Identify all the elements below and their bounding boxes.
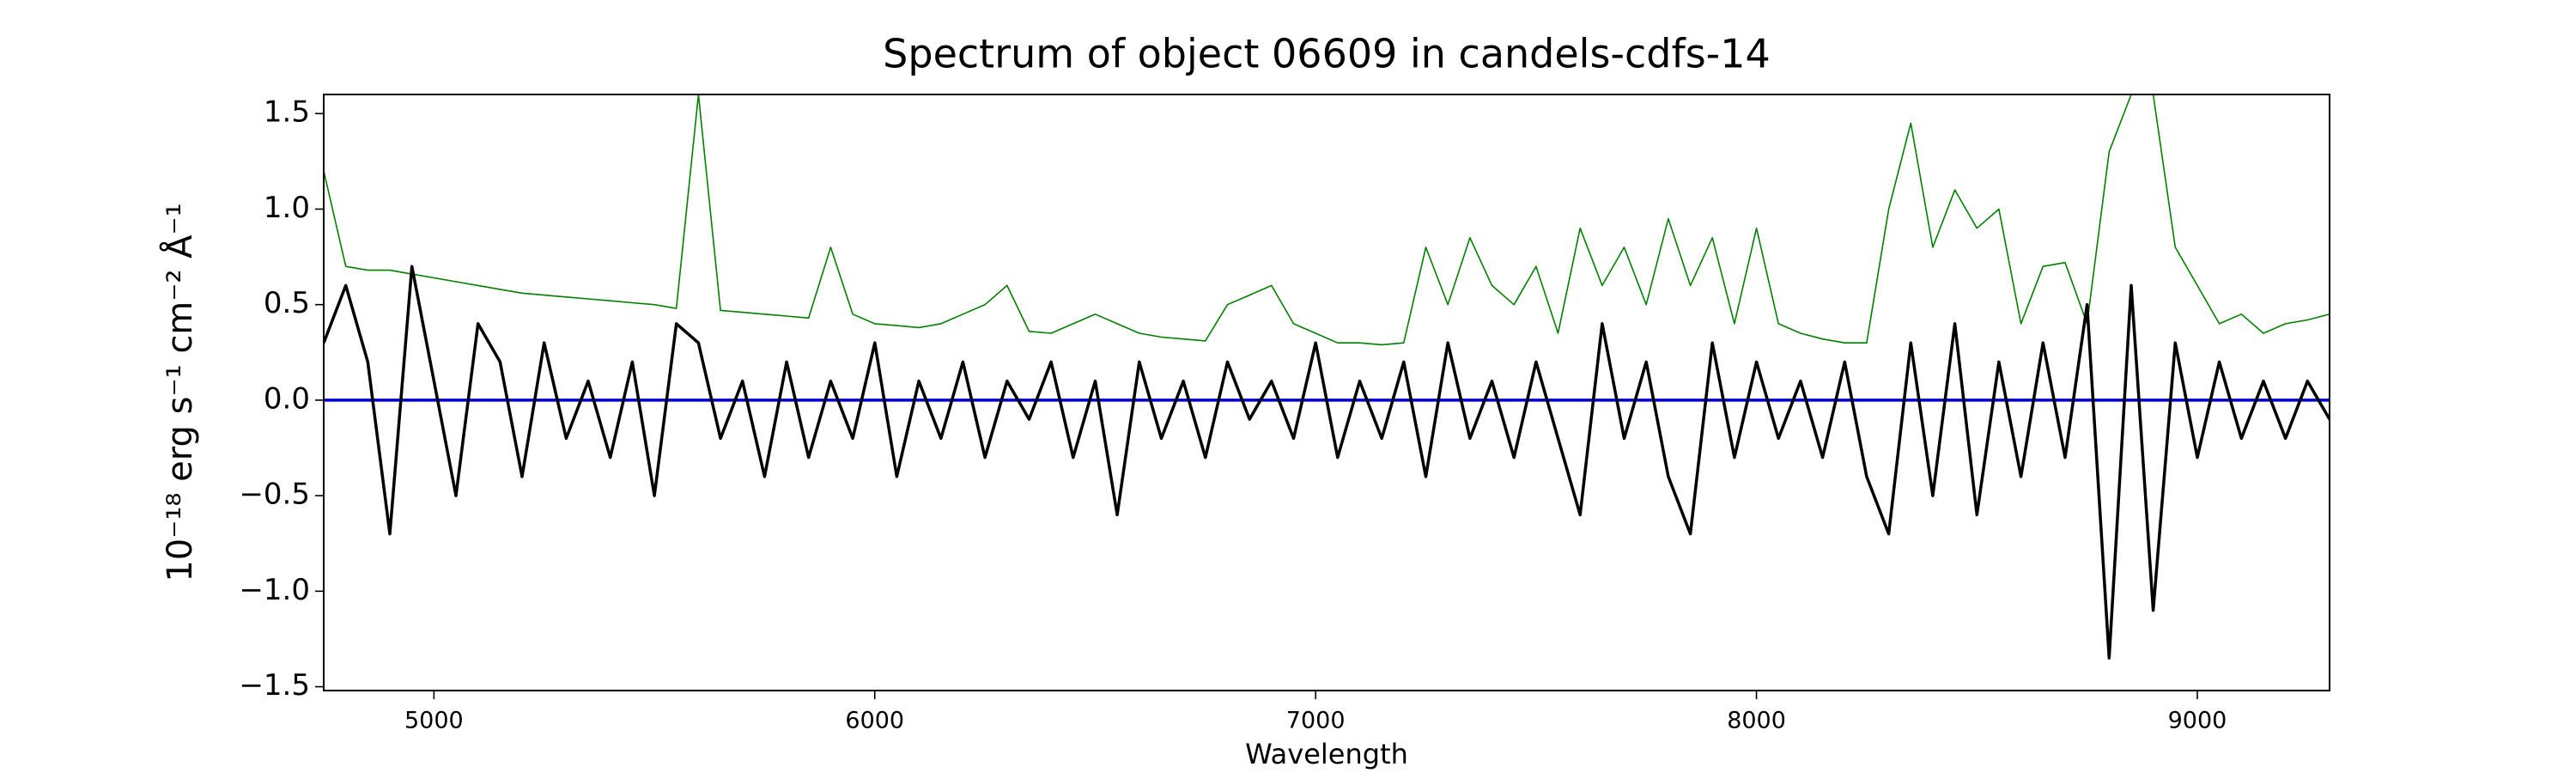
y-tick-label: −1.0 xyxy=(239,573,310,607)
y-tick-label: 1.0 xyxy=(264,191,310,225)
plot-frame xyxy=(323,94,2330,691)
y-tick-label: 1.5 xyxy=(264,95,310,130)
y-axis-label: 10⁻¹⁸ erg s⁻¹ cm⁻² Å⁻¹ xyxy=(159,203,200,581)
x-tick-label: 5000 xyxy=(404,708,464,734)
y-tick-label: 0.0 xyxy=(264,381,310,416)
spectrum-line xyxy=(324,94,2330,346)
y-tick-label: −0.5 xyxy=(239,478,310,512)
x-tick-label: 9000 xyxy=(2168,708,2227,734)
spectrum-line xyxy=(324,265,2330,660)
x-tick-label: 7000 xyxy=(1286,708,1346,734)
y-tick-label: −1.5 xyxy=(239,668,310,703)
plot-area xyxy=(324,94,2330,660)
x-tick-label: 8000 xyxy=(1727,708,1786,734)
chart-title: Spectrum of object 06609 in candels-cdfs… xyxy=(883,31,1771,77)
x-tick-label: 6000 xyxy=(845,708,904,734)
y-tick-label: 0.5 xyxy=(264,286,310,320)
x-axis-label: Wavelength xyxy=(1245,738,1408,770)
